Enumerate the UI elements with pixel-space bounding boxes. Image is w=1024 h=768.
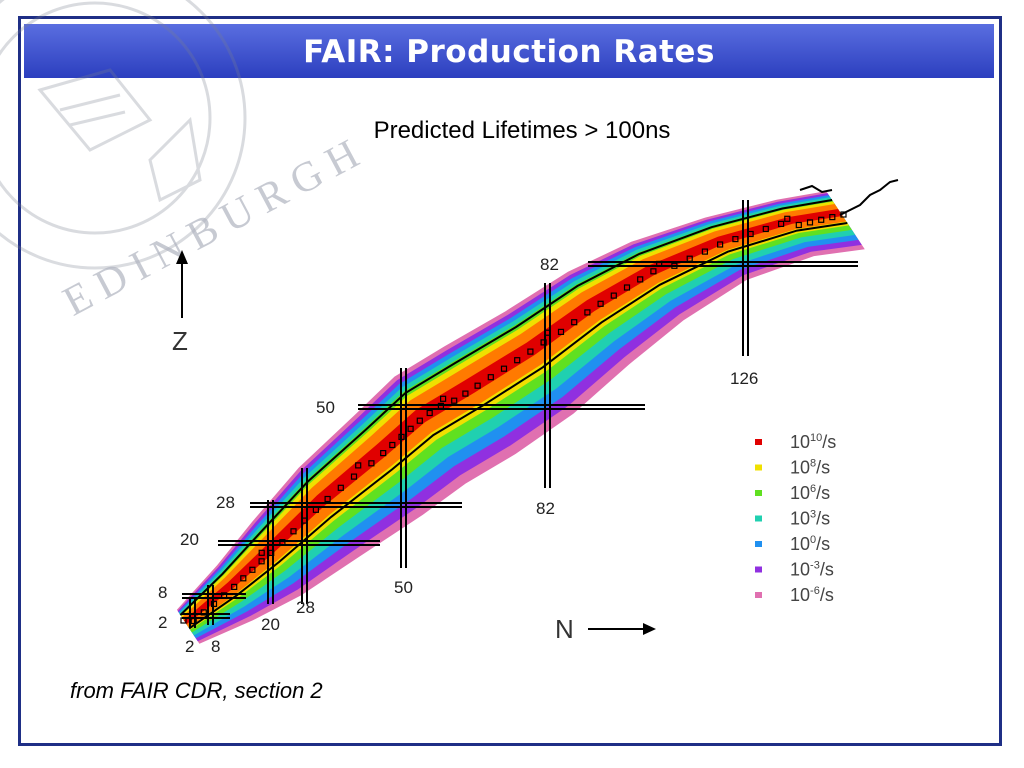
proton-rich-outline [179,199,833,616]
stable-nucleus-box [795,221,802,229]
stable-nucleus-box [527,348,534,355]
legend-label: 10-6/s [790,585,834,605]
slide-title: FAIR: Production Rates [303,34,715,70]
n-axis-label: N [555,614,574,644]
stable-nucleus-box [474,382,481,389]
legend-swatch [755,566,762,573]
rate-band-3 [179,197,856,636]
legend-label: 103/s [790,509,830,529]
production-rate-bands [176,191,865,644]
stable-nucleus-box [258,558,265,565]
university-crest-icon [0,0,247,270]
z-magic-label: 28 [216,493,235,512]
stable-nucleus-box [557,328,565,335]
legend-swatch [755,541,762,547]
stable-nucleus-box [500,365,508,372]
stable-nucleus-box [806,219,814,226]
z-magic-label: 2 [158,613,167,632]
stable-nucleus-box [368,460,375,467]
legend-swatch [755,515,762,522]
stable-nucleus-box [249,566,256,573]
z-magic-label: 82 [540,255,559,274]
n-magic-label: 28 [296,598,315,617]
stable-nucleus-box [818,216,825,223]
chart-subtitle: Predicted Lifetimes > 100ns [373,117,671,144]
legend-label: 106/s [790,483,830,503]
stable-nucleus-box [290,528,297,535]
stable-nucleus-box [231,583,238,591]
legend-swatch [755,464,762,471]
stable-nucleus-box [716,241,724,248]
n-magic-label: 50 [394,578,413,597]
z-axis-label: Z [172,326,188,356]
stable-nucleus-box [732,236,739,243]
rate-legend: 1010/s 108/s 106/s 103/s 100/s 10-3/s 10-6/s [755,432,836,605]
outline-top [799,184,833,194]
stable-nucleus-box [440,395,447,402]
watermark-text: EDINBURGH [56,127,375,326]
stable-nucleus-box [584,309,591,316]
stable-nucleus-box [380,450,387,457]
stable-nucleus-box [451,397,458,404]
z-magic-label: 20 [180,530,199,549]
z-axis-arrow [176,250,188,318]
stable-nucleus-box [240,575,247,582]
stable-nucleus-box [389,441,396,449]
magic-number-lines [182,200,858,628]
stable-nucleus-box [258,549,265,556]
stable-nucleus-box [350,473,358,480]
n-axis-arrow [588,623,656,635]
n-magic-label: 20 [261,615,280,634]
stable-nucleus-box [324,495,331,503]
stable-nucleus-box [571,319,578,326]
stable-nucleus-box [784,215,791,222]
legend-swatch [755,439,762,445]
legend-label: 10-3/s [790,560,834,580]
legend-label: 1010/s [790,432,836,452]
z-magic-label: 8 [158,583,167,602]
stable-nucleus-box [597,300,604,307]
stable-nucleus-box [650,268,657,275]
stable-nucleus-box [610,292,617,299]
n-magic-label: 126 [730,369,758,388]
legend-swatch [755,490,762,496]
n-magic-label: 2 [185,637,194,656]
stable-nucleus-box [487,374,494,381]
stable-nucleus-box [829,214,836,221]
source-caption: from FAIR CDR, section 2 [70,678,323,703]
legend-label: 100/s [790,534,830,554]
stable-nucleus-box [462,390,469,397]
stable-nucleus-box [407,425,414,432]
outline-tail [839,179,899,216]
z-magic-label: 50 [316,398,335,417]
stable-nucleus-box [540,339,547,346]
stable-nucleus-box [337,484,344,491]
title-bar [24,24,994,78]
n-magic-labels: 2 8 20 28 50 82 126 [185,369,758,656]
stable-nucleus-box [355,462,362,469]
stable-nucleus-box [623,284,631,291]
stable-nucleus-box [416,417,423,424]
n-magic-label: 82 [536,499,555,518]
stable-nucleus-box [514,357,521,364]
n-magic-label: 8 [211,637,220,656]
stable-nucleus-box [701,248,709,255]
legend-swatch [755,592,762,598]
stable-nucleus-box [777,220,785,227]
stable-nucleus-box [637,276,644,283]
legend-label: 108/s [790,458,830,478]
stable-nucleus-box [762,225,769,233]
stable-nucleus-box [426,409,433,417]
